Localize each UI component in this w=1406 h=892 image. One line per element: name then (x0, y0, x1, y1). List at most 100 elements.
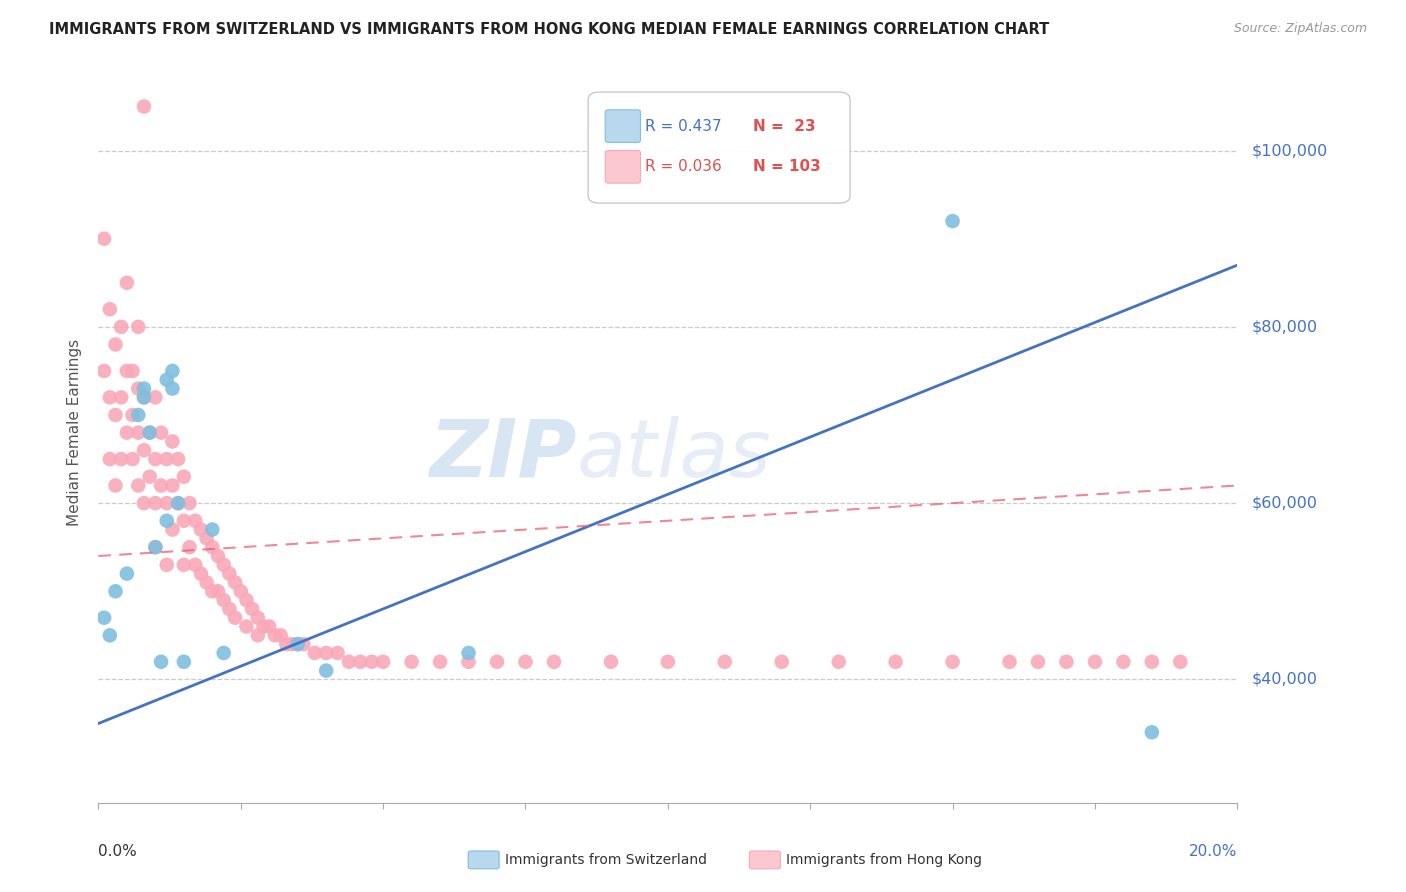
Point (292, 637, 315, 651)
Point (770, 655, 793, 669)
Text: 0.0%: 0.0% (98, 844, 138, 858)
Point (132, 382, 155, 396)
Point (162, 434, 184, 449)
Point (287, 637, 309, 651)
Point (337, 655, 360, 669)
Point (162, 478, 184, 492)
Point (259, 619, 281, 633)
Point (360, 655, 382, 669)
Point (138, 425, 160, 440)
Point (326, 646, 349, 660)
Point (132, 496, 155, 510)
Point (276, 637, 298, 651)
Point (1084, 655, 1107, 669)
Point (121, 408, 143, 422)
Point (150, 478, 173, 492)
Point (179, 496, 201, 510)
Point (93, 364, 115, 378)
Point (315, 646, 337, 660)
Point (543, 655, 565, 669)
Point (349, 655, 371, 669)
Point (207, 584, 229, 599)
Point (127, 408, 149, 422)
Point (173, 514, 195, 528)
Point (93, 610, 115, 624)
FancyBboxPatch shape (605, 110, 641, 143)
Point (828, 655, 851, 669)
Point (212, 558, 235, 572)
Point (167, 496, 190, 510)
Point (240, 602, 263, 616)
Point (252, 619, 274, 633)
Point (145, 390, 167, 404)
Point (127, 425, 149, 440)
Point (167, 496, 190, 510)
Point (127, 319, 149, 334)
Point (1170, 655, 1192, 669)
Point (184, 514, 207, 528)
Text: atlas: atlas (576, 416, 772, 494)
Point (884, 655, 907, 669)
Y-axis label: Median Female Earnings: Median Female Earnings (67, 339, 83, 526)
Point (201, 523, 224, 537)
Text: N = 103: N = 103 (754, 160, 821, 174)
Point (156, 373, 179, 387)
Point (246, 610, 269, 624)
Point (190, 523, 212, 537)
Point (110, 390, 132, 404)
Point (304, 646, 326, 660)
Point (173, 469, 195, 483)
Point (145, 452, 167, 467)
Point (132, 390, 155, 404)
FancyBboxPatch shape (605, 151, 641, 183)
Point (429, 655, 451, 669)
Text: N =  23: N = 23 (754, 119, 815, 134)
Point (998, 655, 1021, 669)
Point (179, 540, 201, 554)
Text: Immigrants from Switzerland: Immigrants from Switzerland (505, 853, 707, 867)
Point (1056, 655, 1078, 669)
Point (115, 364, 138, 378)
Point (190, 566, 212, 581)
Point (132, 390, 155, 404)
Text: $100,000: $100,000 (1251, 143, 1327, 158)
Point (145, 496, 167, 510)
Point (1140, 725, 1163, 739)
Point (201, 584, 224, 599)
Point (98, 302, 121, 317)
Point (600, 655, 623, 669)
Point (115, 425, 138, 440)
Point (156, 452, 179, 467)
Point (115, 566, 138, 581)
Point (373, 655, 395, 669)
FancyBboxPatch shape (588, 92, 851, 203)
Point (127, 478, 149, 492)
Point (235, 593, 257, 607)
Point (121, 364, 143, 378)
Point (229, 584, 252, 599)
Point (156, 514, 179, 528)
Point (104, 478, 127, 492)
Point (942, 214, 965, 228)
Point (486, 655, 509, 669)
Point (138, 469, 160, 483)
Point (714, 655, 737, 669)
Text: $40,000: $40,000 (1251, 672, 1317, 687)
Text: ZIP: ZIP (429, 416, 576, 494)
Point (224, 610, 246, 624)
Point (195, 532, 218, 546)
Point (162, 382, 184, 396)
Point (110, 319, 132, 334)
Point (162, 523, 184, 537)
Text: IMMIGRANTS FROM SWITZERLAND VS IMMIGRANTS FROM HONG KONG MEDIAN FEMALE EARNINGS : IMMIGRANTS FROM SWITZERLAND VS IMMIGRANT… (49, 22, 1049, 37)
Point (115, 276, 138, 290)
Point (218, 602, 240, 616)
Point (184, 558, 207, 572)
Point (127, 382, 149, 396)
Point (98, 628, 121, 642)
Text: 20.0%: 20.0% (1189, 844, 1237, 858)
Point (93, 232, 115, 246)
Point (132, 443, 155, 458)
Point (104, 408, 127, 422)
Text: Immigrants from Hong Kong: Immigrants from Hong Kong (786, 853, 981, 867)
